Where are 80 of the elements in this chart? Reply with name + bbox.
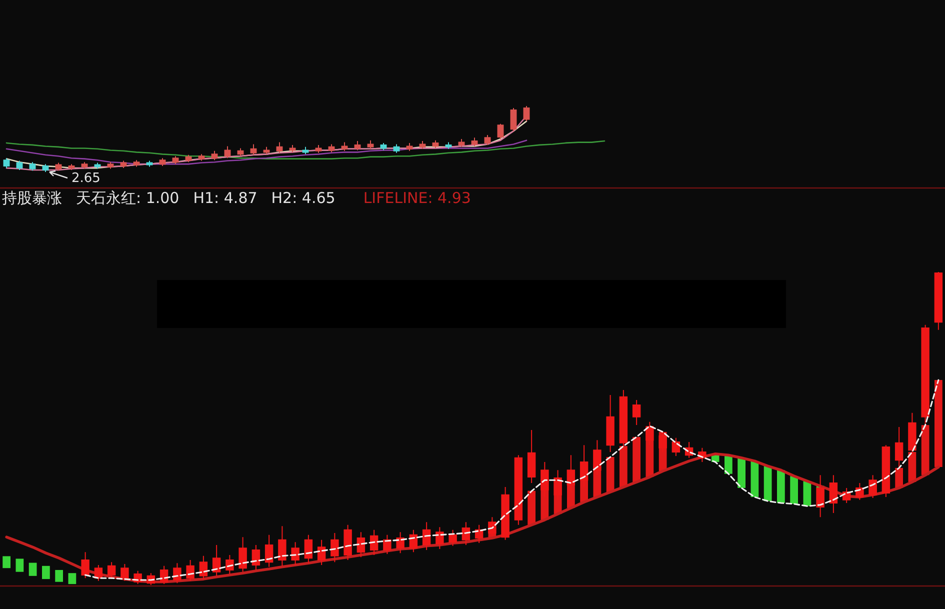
candlestick [278, 526, 286, 566]
candlestick [29, 162, 36, 172]
candlestick [81, 552, 90, 579]
candlestick [448, 529, 457, 546]
candlestick [238, 536, 247, 572]
bar [68, 573, 76, 584]
candlestick [315, 144, 322, 154]
text: H1: 4.87 [193, 189, 258, 207]
candlestick [186, 559, 194, 582]
candlestick [422, 522, 431, 550]
candlestick [291, 542, 300, 566]
candlestick [264, 534, 274, 568]
bar [28, 562, 37, 576]
candlestick [829, 474, 838, 514]
candlestick [606, 394, 614, 452]
candlestick [107, 162, 114, 170]
candlestick [263, 146, 270, 155]
text: H2: 4.65 [271, 189, 336, 207]
bar [2, 556, 10, 568]
candlestick [3, 158, 10, 169]
candlestick [341, 142, 348, 152]
candlestick [367, 140, 374, 150]
candlestick [934, 272, 943, 330]
bar [764, 466, 772, 502]
bar [606, 456, 614, 492]
candlestick [237, 148, 244, 157]
bar [921, 425, 930, 476]
candlestick [344, 524, 352, 560]
candlestick [42, 164, 49, 172]
bar [632, 436, 640, 482]
candlestick [211, 150, 218, 161]
candlestick [276, 142, 283, 154]
candlestick [882, 444, 890, 498]
candlestick [159, 158, 166, 167]
candlestick [632, 400, 641, 426]
candlestick [383, 534, 392, 555]
bar [790, 476, 798, 504]
text: 天石永红: 1.00 [76, 189, 180, 207]
candlestick [432, 140, 439, 149]
candlestick [354, 140, 361, 151]
candlestick [94, 162, 101, 170]
candlestick [514, 454, 523, 526]
candlestick [133, 160, 140, 168]
candlestick [250, 144, 257, 156]
bar [738, 458, 746, 488]
candlestick [212, 544, 221, 576]
candlestick [173, 562, 182, 584]
candlestick [445, 142, 452, 150]
candlestick [81, 162, 88, 170]
bar [934, 380, 942, 467]
candlestick [226, 554, 234, 575]
candlestick [436, 526, 444, 550]
annotation: 2.65 [72, 171, 100, 186]
candlestick [198, 154, 205, 162]
candlestick [330, 532, 339, 563]
bar [777, 470, 785, 503]
candlestick [107, 562, 116, 580]
candlestick [172, 156, 179, 165]
candlestick [406, 142, 413, 152]
candlestick [484, 134, 491, 146]
candlestick [289, 144, 296, 153]
chart-title: 持股暴涨 [2, 189, 62, 207]
text: LIFELINE: 4.93 [363, 189, 471, 207]
bar [42, 566, 50, 580]
candlestick [55, 162, 62, 172]
candlestick [224, 146, 231, 159]
candlestick [471, 137, 478, 147]
candlestick [396, 532, 404, 554]
bar [16, 558, 24, 572]
bar [528, 490, 536, 525]
candlestick [419, 140, 426, 150]
candlestick [302, 146, 309, 155]
bar [55, 570, 63, 582]
candlestick [317, 539, 326, 566]
candlestick [458, 138, 465, 148]
candlestick [120, 564, 129, 582]
candlestick [68, 164, 75, 171]
candlestick [393, 144, 400, 154]
candlestick [527, 430, 536, 484]
bar [620, 446, 628, 488]
